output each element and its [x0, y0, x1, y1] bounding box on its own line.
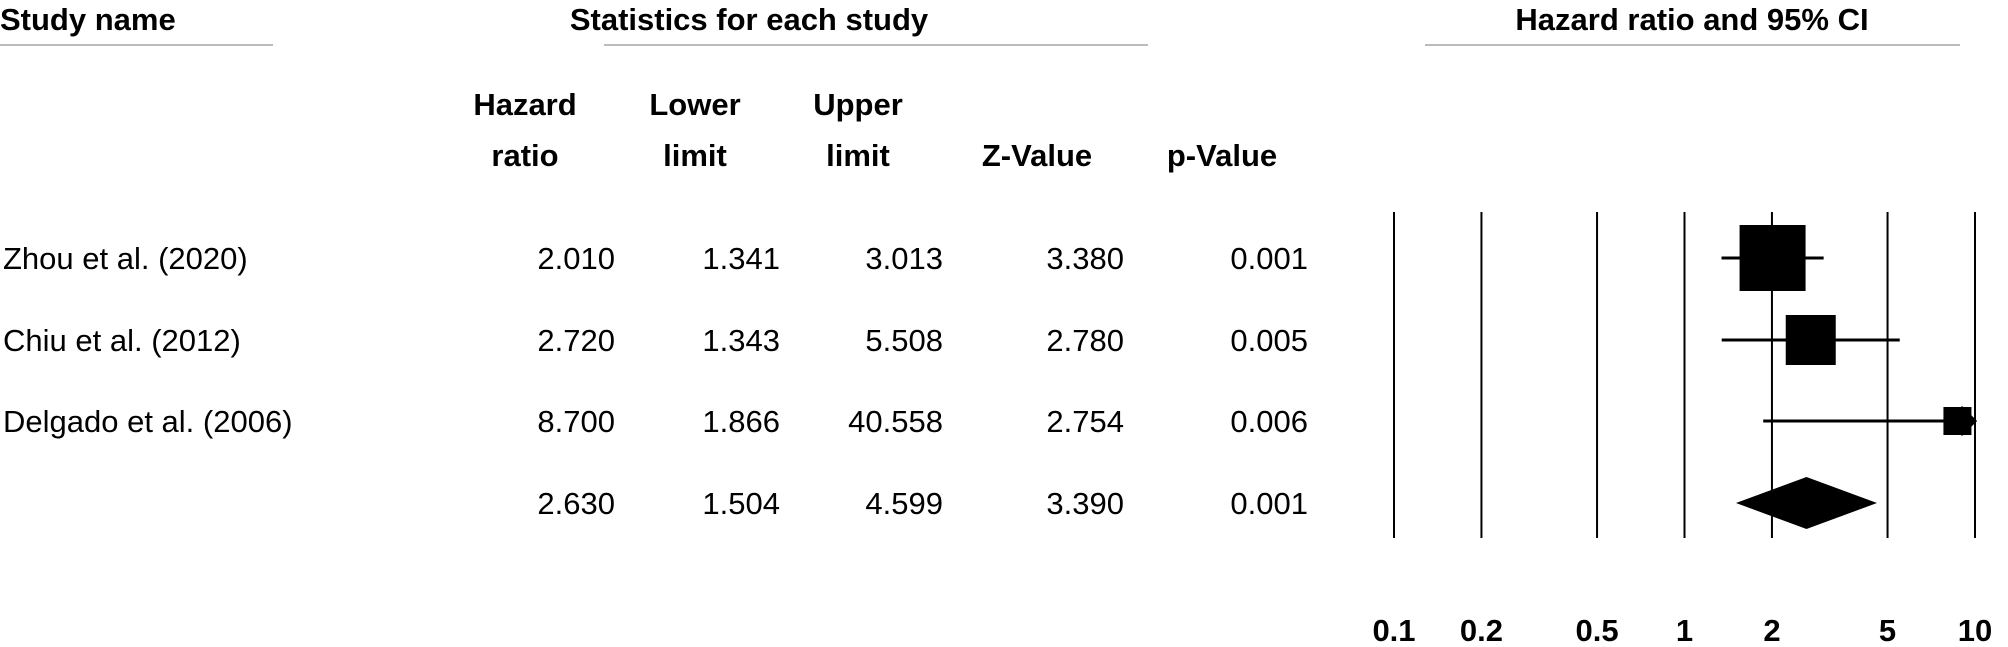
x-tick-label: 1	[1676, 613, 1693, 647]
value-cell: 4.599	[865, 486, 943, 521]
value-cell: 0.001	[1230, 486, 1308, 521]
value-cell: 40.558	[848, 404, 943, 439]
x-tick-label: 5	[1879, 613, 1896, 647]
column-header: limit	[826, 138, 890, 173]
value-cell: 2.754	[1046, 404, 1124, 439]
x-tick-label: 0.5	[1575, 613, 1618, 647]
value-cell: 1.866	[702, 404, 780, 439]
value-cell: 0.005	[1230, 323, 1308, 358]
value-cell: 0.001	[1230, 241, 1308, 276]
value-cell: 3.390	[1046, 486, 1124, 521]
column-header: limit	[663, 138, 727, 173]
summary-diamond	[1735, 477, 1878, 529]
effect-box	[1785, 315, 1836, 365]
value-cell: 3.380	[1046, 241, 1124, 276]
value-cell: 0.006	[1230, 404, 1308, 439]
value-cell: 8.700	[537, 404, 615, 439]
x-tick-label: 0.1	[1372, 613, 1415, 647]
effect-box	[1943, 407, 1972, 435]
column-header: Hazard	[473, 87, 576, 122]
study-name: Delgado et al. (2006)	[3, 404, 293, 439]
study-name: Zhou et al. (2020)	[3, 241, 248, 276]
column-header: p-Value	[1167, 138, 1277, 173]
plot-header: Hazard ratio and 95% CI	[1515, 2, 1868, 37]
column-header: Upper	[813, 87, 903, 122]
x-tick-label: 0.2	[1460, 613, 1503, 647]
value-cell: 2.630	[537, 486, 615, 521]
column-header: ratio	[491, 138, 558, 173]
x-tick-label: 2	[1763, 613, 1780, 647]
column-header: Z-Value	[982, 138, 1092, 173]
value-cell: 2.720	[537, 323, 615, 358]
value-cell: 5.508	[865, 323, 943, 358]
study-name: Chiu et al. (2012)	[3, 323, 241, 358]
value-cell: 1.504	[702, 486, 780, 521]
column-header: Lower	[649, 87, 740, 122]
study-header: Study name	[0, 2, 176, 37]
value-cell: 2.010	[537, 241, 615, 276]
effect-box	[1739, 225, 1806, 291]
value-cell: 1.341	[702, 241, 780, 276]
value-cell: 1.343	[702, 323, 780, 358]
statistics-header: Statistics for each study	[570, 2, 929, 37]
x-tick-label: 10	[1958, 613, 1992, 647]
value-cell: 3.013	[865, 241, 943, 276]
value-cell: 2.780	[1046, 323, 1124, 358]
